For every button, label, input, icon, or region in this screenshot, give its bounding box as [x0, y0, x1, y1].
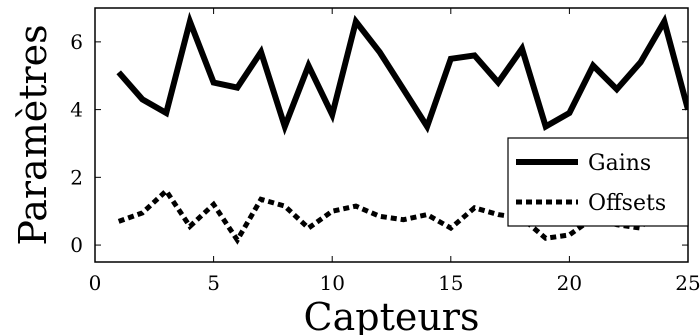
- legend-label-offsets: Offsets: [588, 191, 666, 216]
- plot-frame: [94, 7, 689, 263]
- y-tick-label: 4: [70, 98, 83, 122]
- x-tick-label: 20: [557, 271, 582, 295]
- x-axis-title: Capteurs: [304, 295, 480, 335]
- legend-label-gains: Gains: [588, 151, 651, 176]
- x-tick-label: 10: [319, 271, 344, 295]
- series-line-gains: [116, 11, 688, 136]
- x-tick-label: 5: [207, 271, 220, 295]
- x-tick-label: 0: [89, 271, 102, 295]
- y-axis: 0 2 4 6: [70, 30, 688, 257]
- legend-box: [507, 137, 689, 227]
- series-layer: [116, 11, 688, 245]
- x-tick-label: 15: [438, 271, 463, 295]
- series-line-offsets: [117, 187, 688, 245]
- x-tick-label: 25: [675, 271, 700, 295]
- y-tick-label: 6: [70, 30, 83, 54]
- y-axis-title: Paramètres: [11, 24, 55, 245]
- legend: Gains Offsets: [507, 137, 689, 227]
- x-axis: 0 5 10 15 20 25: [89, 8, 700, 295]
- y-tick-label: 2: [70, 165, 83, 189]
- y-tick-label: 0: [70, 233, 83, 257]
